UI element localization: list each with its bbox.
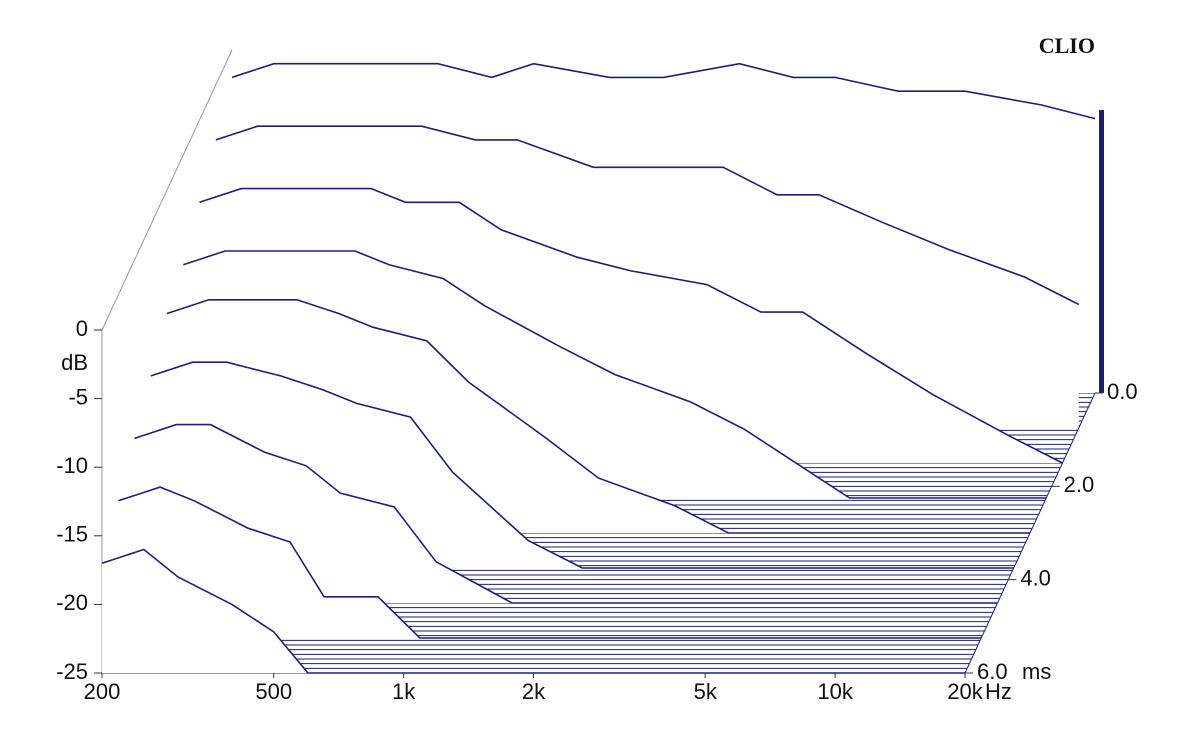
z-tick-label: 0.0 (1107, 379, 1138, 404)
x-tick-label: 20k (947, 679, 983, 704)
slice-fill (102, 549, 965, 673)
x-tick-label: 10k (817, 679, 853, 704)
y-tick-label: -10 (56, 453, 88, 478)
x-tick-label: 500 (255, 679, 292, 704)
slice (199, 187, 1063, 464)
slice (231, 62, 1096, 120)
slice (166, 299, 1030, 534)
y-tick-label: 0 (76, 316, 88, 341)
y-tick-label: -20 (56, 590, 88, 615)
z-tick-label: 6.0 (977, 659, 1008, 684)
y-unit: dB (61, 350, 88, 375)
z-tick-label: 4.0 (1020, 565, 1051, 590)
slice-fill (118, 487, 982, 638)
z-tick-label: 2.0 (1064, 472, 1095, 497)
x-tick-label: 5k (694, 679, 718, 704)
wall-edge (101, 49, 233, 331)
x-tick-label: 1k (392, 679, 416, 704)
x-unit: Hz (985, 679, 1012, 704)
slice (215, 125, 1080, 306)
slice (118, 486, 982, 639)
watermark: CLIO (1039, 33, 1095, 58)
slice (134, 423, 998, 604)
y-tick-label: -15 (56, 522, 88, 547)
z-unit: ms (1022, 659, 1051, 684)
y-tick-label: -25 (56, 659, 88, 684)
x-tick-label: 2k (522, 679, 546, 704)
back-bar (1099, 110, 1104, 393)
x-tick-label: 200 (84, 679, 121, 704)
slice (183, 250, 1047, 499)
slice (101, 548, 965, 674)
slice-fill (134, 424, 998, 603)
slice (150, 361, 1014, 569)
y-tick-label: -5 (68, 384, 88, 409)
